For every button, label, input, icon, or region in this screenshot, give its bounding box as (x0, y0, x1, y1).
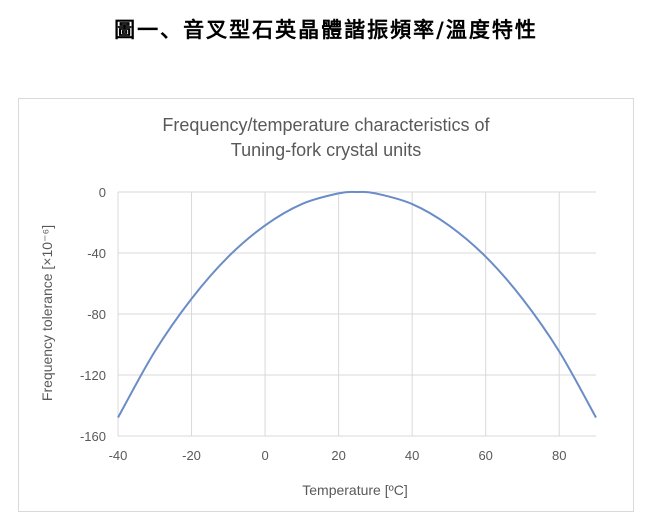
chart-title-line-2: Tuning-fork crystal units (231, 140, 421, 160)
x-tick-label-3: 20 (331, 448, 345, 463)
y-tick-label-0: 0 (99, 185, 106, 200)
x-axis-title: Temperature [ºC] (302, 482, 408, 498)
y-tick-labels: 0 -40 -80 -120 -160 (80, 185, 106, 444)
series-line (117, 190, 597, 419)
x-tick-labels: -40 -20 0 20 40 60 80 (109, 448, 567, 463)
y-tick-label-2: -80 (87, 307, 106, 322)
x-tick-label-0: -40 (109, 448, 128, 463)
x-tick-label-6: 80 (552, 448, 566, 463)
y-axis-title: Frequency tolerance [×10⁻⁶] (39, 225, 55, 401)
y-tick-label-4: -160 (80, 429, 106, 444)
y-tick-label-1: -40 (87, 246, 106, 261)
figure-caption: 圖一、音叉型石英晶體諧振頻率/溫度特性 (114, 17, 538, 42)
chart-title-line-1: Frequency/temperature characteristics of (162, 115, 490, 135)
x-tick-label-2: 0 (261, 448, 268, 463)
x-tick-label-5: 60 (478, 448, 492, 463)
chart-frame (18, 98, 634, 512)
grid-lines (117, 191, 596, 437)
x-tick-label-4: 40 (405, 448, 419, 463)
y-tick-label-3: -120 (80, 368, 106, 383)
x-tick-label-1: -20 (182, 448, 201, 463)
